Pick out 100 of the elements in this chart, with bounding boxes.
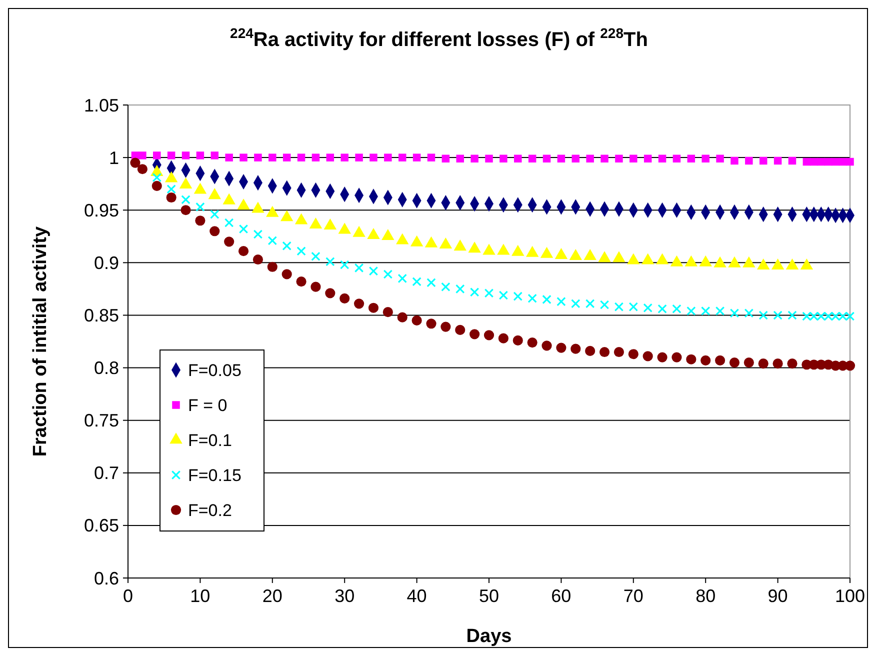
point	[383, 270, 393, 279]
point	[153, 152, 161, 160]
y-tick-label: 0.9	[94, 252, 119, 273]
x-tick-label: 40	[406, 586, 427, 606]
y-tick-label: 0.7	[94, 463, 119, 484]
point	[130, 158, 140, 168]
point	[614, 302, 624, 312]
point	[238, 246, 249, 256]
point	[500, 154, 508, 162]
point	[686, 354, 696, 364]
point	[326, 256, 335, 266]
point	[514, 154, 522, 162]
point	[714, 355, 726, 366]
y-tick-label: 0.6	[94, 568, 119, 588]
y-tick-label: 0.8	[94, 358, 119, 378]
point	[498, 333, 508, 344]
point	[412, 315, 422, 326]
point	[570, 344, 581, 354]
y-tick-label: 0.75	[84, 410, 119, 431]
point	[572, 154, 580, 162]
point	[224, 236, 234, 247]
point	[484, 330, 494, 340]
point	[599, 346, 610, 358]
point	[657, 352, 668, 362]
point	[282, 241, 292, 250]
point	[702, 154, 710, 162]
point	[166, 192, 176, 203]
point	[542, 294, 552, 304]
point	[512, 335, 523, 346]
point	[759, 156, 768, 165]
point	[354, 263, 364, 273]
legend-label: F=0.1	[188, 430, 232, 450]
point	[252, 254, 264, 265]
point	[166, 184, 176, 194]
point	[137, 164, 148, 174]
point	[716, 154, 724, 162]
chart-title: $^{224}$Ra activity for different losses (F) of $^{228}$Th	[230, 25, 648, 51]
point	[600, 300, 610, 310]
point	[326, 154, 334, 162]
point	[368, 302, 379, 313]
x-tick-label: 10	[190, 586, 210, 606]
y-tick-label: 1	[108, 148, 119, 168]
point	[513, 292, 523, 301]
y-tick-label: 0.65	[84, 516, 119, 536]
point	[687, 154, 696, 162]
point	[556, 296, 566, 306]
point	[412, 276, 422, 286]
point	[686, 306, 696, 316]
y-tick-label: 0.85	[84, 306, 119, 326]
x-tick-label: 0	[122, 586, 134, 606]
y-tick-label: 0.95	[84, 200, 119, 220]
point	[426, 318, 436, 329]
point	[715, 306, 725, 316]
point	[787, 358, 798, 369]
point	[672, 352, 682, 362]
point	[138, 152, 146, 160]
point	[196, 152, 204, 160]
point	[644, 154, 652, 162]
point	[340, 154, 348, 162]
point	[470, 329, 480, 340]
point	[282, 154, 291, 162]
point	[224, 218, 234, 228]
point	[600, 154, 608, 162]
legend-label: F=0.2	[188, 500, 232, 520]
point	[426, 278, 436, 288]
x-tick-label: 60	[551, 586, 572, 606]
point	[195, 216, 206, 226]
point	[210, 226, 220, 236]
point	[340, 260, 350, 270]
point	[267, 262, 278, 272]
point	[427, 154, 436, 162]
point	[772, 358, 783, 369]
point	[180, 205, 191, 216]
point	[254, 154, 262, 162]
point	[846, 158, 854, 166]
point	[844, 360, 856, 371]
point	[700, 355, 711, 366]
point	[312, 154, 320, 162]
point	[730, 308, 740, 318]
point	[384, 154, 392, 162]
point	[296, 276, 306, 287]
point	[282, 269, 292, 280]
point	[398, 274, 407, 284]
legend-label: F=0.15	[188, 466, 242, 485]
point	[325, 288, 336, 298]
point	[586, 154, 594, 162]
point	[268, 236, 278, 246]
point	[528, 154, 536, 162]
point	[585, 299, 595, 308]
point	[470, 287, 480, 297]
point	[225, 154, 233, 162]
point	[614, 346, 624, 358]
point	[297, 154, 306, 162]
point	[484, 288, 494, 298]
point	[238, 224, 248, 234]
point	[528, 294, 537, 304]
point	[672, 154, 681, 162]
x-tick-label: 80	[696, 586, 716, 606]
point	[571, 299, 580, 308]
point	[672, 304, 682, 314]
